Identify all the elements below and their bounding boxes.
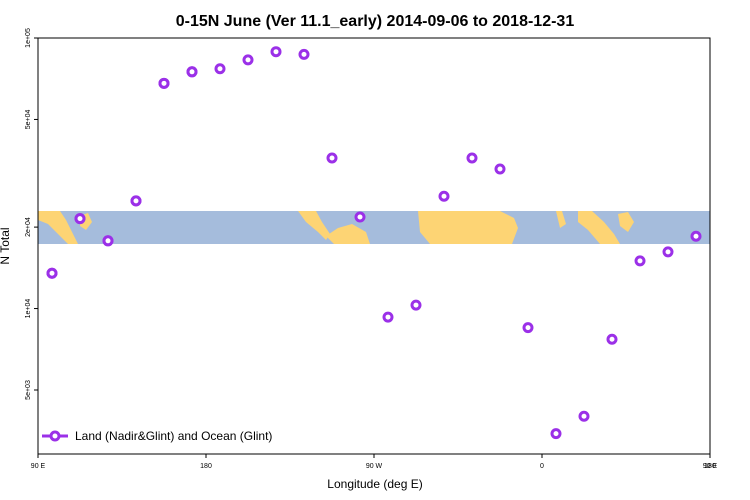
land-sumatra-borneo bbox=[38, 211, 78, 244]
x-tick-label: 180 bbox=[704, 463, 716, 470]
data-point bbox=[634, 255, 646, 267]
land-africa bbox=[418, 211, 518, 244]
x-axis-label: Longitude (deg E) bbox=[327, 477, 422, 491]
data-point bbox=[578, 410, 590, 422]
data-points bbox=[46, 46, 702, 440]
data-point bbox=[466, 152, 478, 164]
data-point bbox=[606, 333, 618, 345]
data-point bbox=[494, 163, 506, 175]
land-south-america bbox=[326, 224, 370, 244]
y-tick-label: 5e+03 bbox=[25, 380, 32, 400]
x-tick-label: 0 bbox=[540, 463, 544, 470]
map-band bbox=[38, 211, 710, 244]
data-point bbox=[690, 230, 702, 242]
data-point bbox=[438, 190, 450, 202]
data-point bbox=[158, 77, 170, 89]
y-axis: 5e+03 1e+04 2e+04 5e+04 1e+05 bbox=[25, 28, 38, 400]
data-point bbox=[382, 311, 394, 323]
y-tick-label: 5e+04 bbox=[25, 110, 32, 130]
x-tick-label: 180 bbox=[200, 463, 212, 470]
legend: Land (Nadir&Glint) and Ocean (Glint) bbox=[42, 429, 272, 443]
data-point bbox=[242, 54, 254, 66]
data-point bbox=[298, 48, 310, 60]
data-point bbox=[186, 66, 198, 78]
land-masses bbox=[38, 211, 634, 244]
x-tick-label: 90 W bbox=[366, 463, 383, 470]
data-point bbox=[662, 246, 674, 258]
data-point bbox=[410, 299, 422, 311]
legend-label: Land (Nadir&Glint) and Ocean (Glint) bbox=[75, 429, 272, 443]
data-point bbox=[214, 63, 226, 75]
data-point bbox=[522, 322, 534, 334]
data-point bbox=[550, 428, 562, 440]
x-tick-label: 90 E bbox=[31, 463, 46, 470]
data-point bbox=[354, 211, 366, 223]
data-point bbox=[74, 213, 86, 225]
data-point bbox=[102, 235, 114, 247]
x-tick-label: 90 E bbox=[703, 463, 718, 470]
land-india-sumatra bbox=[556, 211, 620, 244]
y-tick-label: 2e+04 bbox=[25, 217, 32, 237]
land-islands-east bbox=[618, 212, 634, 232]
y-tick-label: 1e+04 bbox=[25, 299, 32, 319]
y-axis-label: N Total bbox=[0, 227, 12, 264]
plot-frame bbox=[37, 37, 711, 455]
y-tick-label: 1e+05 bbox=[25, 28, 32, 48]
data-point bbox=[270, 46, 282, 58]
land-central-america bbox=[298, 211, 330, 240]
chart-title: 0-15N June (Ver 11.1_early) 2014-09-06 t… bbox=[176, 13, 575, 30]
data-point bbox=[46, 267, 58, 279]
data-point bbox=[326, 152, 338, 164]
legend-marker bbox=[49, 430, 61, 442]
data-point bbox=[130, 195, 142, 207]
